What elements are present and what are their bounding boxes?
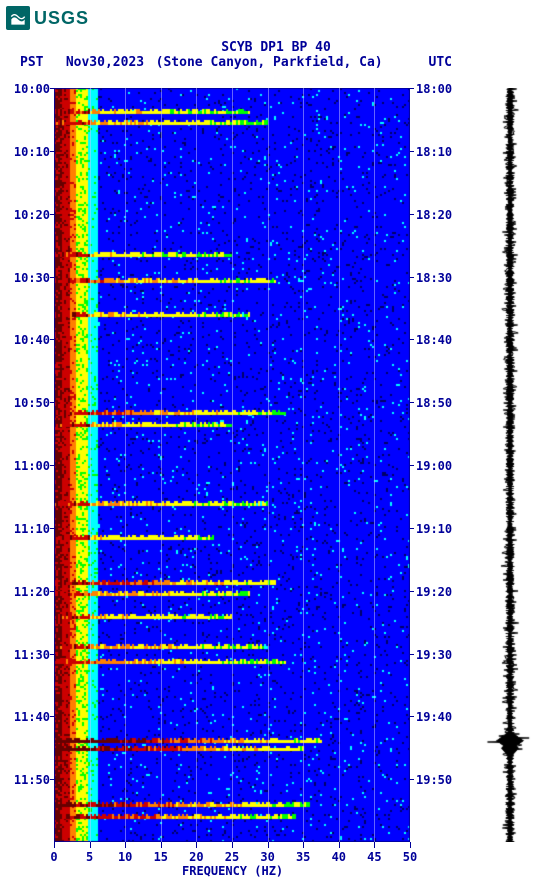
y-tickmark xyxy=(410,779,414,780)
utc-tick-label: 19:20 xyxy=(416,585,452,599)
y-tickmark xyxy=(50,528,54,529)
gridline xyxy=(125,88,126,842)
pst-tick-label: 10:00 xyxy=(10,82,50,96)
x-tick-label: 35 xyxy=(293,850,313,864)
x-tickmark xyxy=(374,842,375,848)
utc-tick-label: 18:50 xyxy=(416,396,452,410)
gridline xyxy=(161,88,162,842)
pst-tick-label: 11:20 xyxy=(10,585,50,599)
gridline xyxy=(339,88,340,842)
y-tickmark xyxy=(410,339,414,340)
utc-tick-label: 18:00 xyxy=(416,82,452,96)
gridline xyxy=(232,88,233,842)
y-tickmark xyxy=(50,779,54,780)
x-tickmark xyxy=(90,842,91,848)
utc-tick-label: 18:40 xyxy=(416,333,452,347)
x-tick-label: 30 xyxy=(258,850,278,864)
utc-tick-label: 18:10 xyxy=(416,145,452,159)
gridline xyxy=(303,88,304,842)
y-tickmark xyxy=(50,402,54,403)
utc-tick-label: 19:00 xyxy=(416,459,452,473)
y-tickmark xyxy=(410,716,414,717)
pst-tick-label: 11:00 xyxy=(10,459,50,473)
pst-tick-label: 10:50 xyxy=(10,396,50,410)
x-tick-label: 25 xyxy=(222,850,242,864)
y-tickmark xyxy=(50,465,54,466)
y-tickmark xyxy=(50,88,54,89)
x-tick-label: 5 xyxy=(80,850,100,864)
x-tick-label: 10 xyxy=(115,850,135,864)
y-tickmark xyxy=(410,528,414,529)
y-tickmark xyxy=(50,716,54,717)
pst-tick-label: 10:20 xyxy=(10,208,50,222)
usgs-logo: USGS xyxy=(6,6,89,30)
gridline xyxy=(90,88,91,842)
x-tickmark xyxy=(303,842,304,848)
x-tick-label: 45 xyxy=(364,850,384,864)
x-tickmark xyxy=(232,842,233,848)
right-tz-label: UTC xyxy=(429,55,452,70)
x-tick-label: 40 xyxy=(329,850,349,864)
y-tickmark xyxy=(50,591,54,592)
x-axis-label: FREQUENCY (HZ) xyxy=(182,864,283,878)
pst-tick-label: 10:10 xyxy=(10,145,50,159)
usgs-wave-icon xyxy=(6,6,30,30)
utc-tick-label: 19:30 xyxy=(416,648,452,662)
pst-tick-label: 11:30 xyxy=(10,648,50,662)
y-tickmark xyxy=(50,339,54,340)
x-tick-label: 20 xyxy=(186,850,206,864)
y-tickmark xyxy=(50,277,54,278)
chart-header: SCYB DP1 BP 40 PST Nov30,2023 (Stone Can… xyxy=(0,40,552,70)
pst-tick-label: 10:30 xyxy=(10,271,50,285)
date-label: Nov30,2023 xyxy=(66,55,148,70)
x-tick-label: 15 xyxy=(151,850,171,864)
y-tickmark xyxy=(50,654,54,655)
x-tick-label: 0 xyxy=(44,850,64,864)
x-tick-label: 50 xyxy=(400,850,420,864)
pst-tick-label: 11:40 xyxy=(10,710,50,724)
gridline xyxy=(268,88,269,842)
x-tickmark xyxy=(196,842,197,848)
x-tickmark xyxy=(268,842,269,848)
y-tickmark xyxy=(50,214,54,215)
y-tickmark xyxy=(410,88,414,89)
y-tickmark xyxy=(410,654,414,655)
pst-tick-label: 10:40 xyxy=(10,333,50,347)
pst-tick-label: 11:50 xyxy=(10,773,50,787)
x-tickmark xyxy=(125,842,126,848)
pst-tick-label: 11:10 xyxy=(10,522,50,536)
utc-tick-label: 18:30 xyxy=(416,271,452,285)
utc-tick-label: 19:10 xyxy=(416,522,452,536)
utc-tick-label: 19:50 xyxy=(416,773,452,787)
gridline xyxy=(196,88,197,842)
gridline xyxy=(374,88,375,842)
utc-tick-label: 19:40 xyxy=(416,710,452,724)
x-tickmark xyxy=(54,842,55,848)
utc-tick-label: 18:20 xyxy=(416,208,452,222)
y-tickmark xyxy=(410,151,414,152)
left-tz-label: PST xyxy=(20,55,58,70)
waveform-trace xyxy=(480,88,540,842)
x-tickmark xyxy=(161,842,162,848)
x-tickmark xyxy=(339,842,340,848)
usgs-logo-text: USGS xyxy=(34,8,89,29)
y-tickmark xyxy=(410,214,414,215)
y-tickmark xyxy=(410,277,414,278)
y-tickmark xyxy=(410,465,414,466)
y-tickmark xyxy=(410,591,414,592)
y-tickmark xyxy=(50,151,54,152)
y-tickmark xyxy=(410,402,414,403)
x-tickmark xyxy=(410,842,411,848)
chart-title: SCYB DP1 BP 40 xyxy=(0,40,552,55)
station-label: (Stone Canyon, Parkfield, Ca) xyxy=(156,55,383,70)
